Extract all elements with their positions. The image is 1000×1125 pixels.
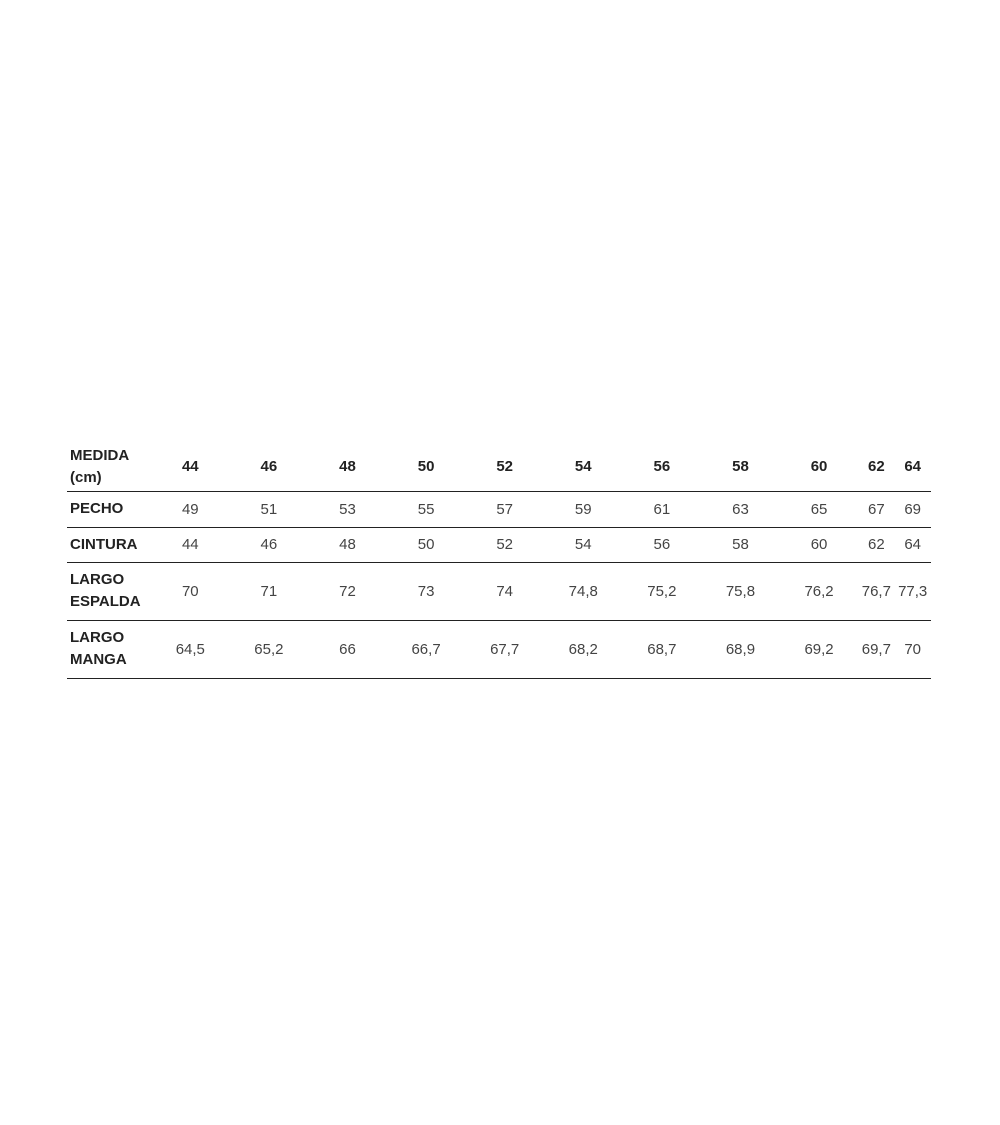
- row-label: LARGO MANGA: [67, 620, 151, 678]
- size-header-50: 50: [417, 458, 435, 476]
- row-label-line: LARGO: [70, 629, 125, 646]
- value-cell: 67: [868, 500, 885, 518]
- value-cell: 57: [496, 500, 514, 518]
- value-cell: 65: [810, 500, 828, 518]
- value-cell: 50: [417, 536, 435, 553]
- size-header-44: 44: [181, 458, 199, 476]
- value-cell: 68,2: [568, 640, 598, 658]
- value-cell: 74: [496, 582, 514, 600]
- value-cell: 49: [181, 500, 199, 518]
- table-row: CINTURA 44 46 48 50 52 54 56 58 60 62 64: [67, 527, 931, 562]
- row-label-line: LARGO: [70, 571, 125, 588]
- value-cell: 61: [653, 500, 671, 518]
- value-cell: 66,7: [411, 640, 441, 658]
- value-cell: 53: [339, 500, 356, 518]
- value-cell: 77,3: [898, 582, 928, 600]
- header-label-line: MEDIDA: [70, 446, 130, 464]
- row-label: PECHO: [67, 491, 151, 527]
- row-label: CINTURA: [67, 527, 151, 562]
- size-header-60: 60: [810, 458, 828, 476]
- value-cell: 69,7: [861, 640, 891, 658]
- size-header-64: 64: [904, 458, 922, 476]
- value-cell: 69: [904, 500, 922, 518]
- size-header-54: 54: [574, 458, 592, 476]
- table-row: LARGO MANGA 64,5 65,2 66 66,7 67,7 68,2 68,7 68,9…: [67, 620, 931, 678]
- row-label: LARGO ESPALDA: [67, 562, 151, 620]
- value-cell: 67,7: [490, 640, 520, 658]
- value-cell: 59: [574, 500, 592, 518]
- value-cell: 75,2: [647, 582, 677, 600]
- value-cell: 68,9: [725, 640, 756, 658]
- header-row: MEDIDA (cm) 44 46 48 50 52 54 56 58 60 62 64: [67, 443, 931, 491]
- value-cell: 71: [260, 582, 278, 600]
- value-cell: 75,8: [725, 582, 756, 600]
- header-label-cell: MEDIDA (cm): [67, 443, 151, 491]
- value-cell: 70: [904, 640, 922, 658]
- size-header-48: 48: [339, 458, 356, 476]
- size-header-46: 46: [260, 458, 278, 476]
- row-label-line: CINTURA: [70, 535, 138, 553]
- value-cell: 63: [732, 500, 749, 518]
- value-cell: 66: [339, 640, 356, 658]
- table-row: PECHO 49 51 53 55 57 59 61 63 65 67 69: [67, 491, 931, 527]
- row-label-line: ESPALDA: [70, 593, 141, 610]
- table-row: LARGO ESPALDA 70 71 72 73 74 74,8 75,2 75,8 76,2 76…: [67, 562, 931, 620]
- size-header-56: 56: [653, 458, 671, 476]
- value-cell: 76,2: [804, 582, 834, 600]
- value-cell: 64: [904, 536, 922, 553]
- value-cell: 52: [496, 536, 514, 553]
- value-cell: 62: [868, 536, 885, 553]
- header-label-line: (cm): [70, 468, 102, 486]
- value-cell: 73: [417, 582, 435, 600]
- size-header-52: 52: [496, 458, 514, 476]
- row-label-line: PECHO: [70, 500, 124, 517]
- value-cell: 69,2: [804, 640, 834, 658]
- value-cell: 51: [260, 500, 278, 518]
- value-cell: 46: [260, 536, 278, 553]
- size-header-62: 62: [868, 458, 885, 476]
- value-cell: 58: [732, 536, 749, 553]
- value-cell: 72: [339, 582, 356, 600]
- value-cell: 74,8: [568, 582, 598, 600]
- value-cell: 70: [181, 582, 199, 600]
- value-cell: 64,5: [175, 640, 205, 658]
- value-cell: 44: [181, 536, 199, 553]
- value-cell: 60: [810, 536, 828, 553]
- value-cell: 56: [653, 536, 671, 553]
- value-cell: 76,7: [861, 582, 891, 600]
- size-chart-table: MEDIDA (cm) 44 46 48 50 52 54 56 58 60 62 64 PECHO…: [67, 443, 931, 679]
- value-cell: 65,2: [254, 640, 284, 658]
- value-cell: 54: [574, 536, 592, 553]
- row-label-line: MANGA: [70, 651, 127, 668]
- value-cell: 55: [417, 500, 435, 518]
- value-cell: 48: [339, 536, 356, 553]
- value-cell: 68,7: [647, 640, 677, 658]
- size-header-58: 58: [732, 458, 749, 476]
